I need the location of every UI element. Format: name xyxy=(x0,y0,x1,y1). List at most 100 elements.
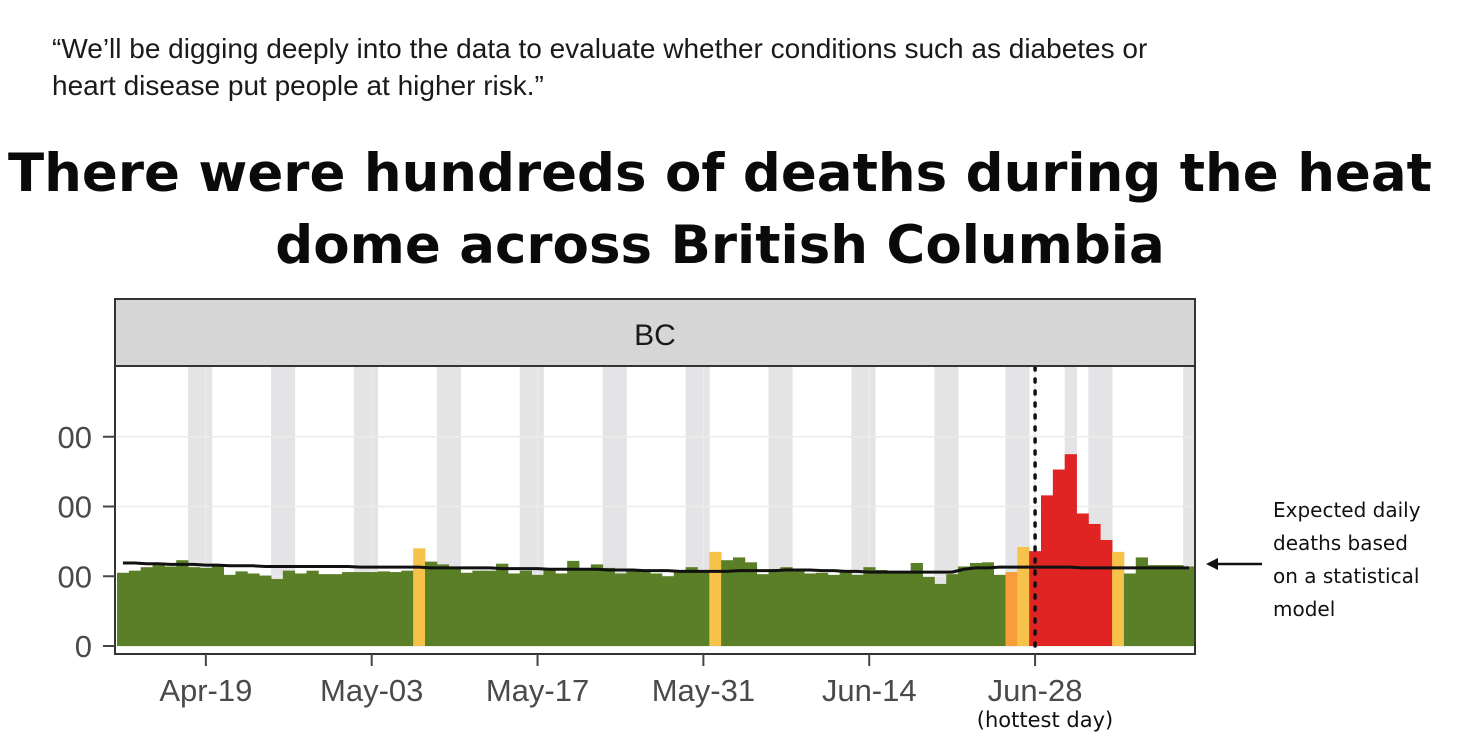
daily-death-bar xyxy=(460,572,473,646)
daily-death-bar xyxy=(839,569,852,646)
panel-border xyxy=(114,365,1196,655)
daily-death-bar xyxy=(377,571,390,646)
daily-death-bar xyxy=(519,570,533,646)
daily-death-bar xyxy=(827,574,841,646)
daily-death-bar xyxy=(626,569,639,646)
daily-death-bar xyxy=(815,572,829,646)
daily-death-bar xyxy=(993,574,1006,646)
daily-death-bar xyxy=(638,570,651,646)
annotation-arrow xyxy=(1206,558,1262,570)
chart-title-line-1: There were hundreds of deaths during the… xyxy=(8,143,1432,204)
daily-death-bar xyxy=(1123,573,1137,646)
daily-death-bar xyxy=(235,571,248,646)
daily-death-bar xyxy=(887,573,900,646)
expected-deaths-line xyxy=(122,561,1190,574)
daily-death-bar xyxy=(1052,469,1066,646)
daily-death-bar xyxy=(780,567,793,646)
daily-death-bar xyxy=(946,574,959,646)
daily-death-bar xyxy=(271,579,284,646)
x-tick-label: May-31 xyxy=(652,673,755,708)
daily-death-bar xyxy=(1159,565,1172,646)
daily-death-bar xyxy=(981,562,995,646)
daily-death-bar xyxy=(472,570,485,646)
daily-death-bar xyxy=(851,574,864,646)
daily-death-bar xyxy=(128,570,142,646)
daily-death-bar xyxy=(1147,565,1160,646)
daily-death-bar xyxy=(247,573,260,646)
daily-death-bar xyxy=(306,570,319,646)
annotation-line-2: deaths based xyxy=(1273,531,1408,555)
daily-death-bar xyxy=(211,566,225,646)
daily-death-bar xyxy=(579,569,592,646)
daily-death-bar xyxy=(697,570,710,646)
daily-death-bar xyxy=(223,574,236,646)
daily-death-bar xyxy=(496,563,509,646)
daily-death-bar xyxy=(140,567,153,646)
daily-death-bar xyxy=(436,564,450,646)
daily-death-bar xyxy=(389,572,402,646)
daily-death-bar xyxy=(531,574,544,646)
daily-death-bar xyxy=(934,583,947,646)
daily-death-bar xyxy=(756,574,769,646)
x-tick-label: May-17 xyxy=(486,673,589,708)
x-axis: Apr-19 May-03 May-17 May-31 Jun-14 Jun-28 xyxy=(159,654,1082,708)
daily-death-bar xyxy=(1064,454,1077,646)
daily-death-bar xyxy=(910,562,923,646)
daily-death-bar xyxy=(602,567,615,646)
quote-text: “We’ll be digging deeply into the data t… xyxy=(52,30,1352,104)
daily-death-bar xyxy=(199,567,213,646)
daily-death-bar xyxy=(721,560,734,646)
daily-death-bar xyxy=(448,568,461,646)
daily-death-bar xyxy=(673,569,687,646)
daily-death-bar xyxy=(685,567,698,646)
daily-death-bar xyxy=(401,570,414,646)
y-tick-label: 0 xyxy=(75,629,92,664)
daily-death-bar xyxy=(507,573,521,646)
daily-death-bar xyxy=(330,574,343,646)
daily-death-bar xyxy=(744,562,758,646)
quote-line-2: heart disease put people at higher risk.… xyxy=(52,70,544,101)
daily-death-bar xyxy=(282,570,296,646)
daily-death-bar xyxy=(875,569,888,646)
daily-death-bar xyxy=(555,573,568,646)
daily-death-bar xyxy=(863,567,876,646)
daily-death-bar xyxy=(425,561,438,646)
daily-death-bar xyxy=(188,567,201,646)
daily-death-bar xyxy=(1041,495,1054,646)
daily-death-bar xyxy=(804,573,817,646)
daily-death-bar xyxy=(318,574,331,646)
x-tick-label: May-03 xyxy=(320,673,423,708)
daily-death-bar xyxy=(413,548,426,646)
daily-death-bar xyxy=(1005,572,1018,646)
daily-death-bar xyxy=(543,569,556,646)
daily-death-bar xyxy=(365,572,379,646)
facet-strip xyxy=(114,298,1196,367)
daily-death-bar xyxy=(152,565,165,646)
x-tick-label: Jun-14 xyxy=(822,673,917,708)
daily-death-bar xyxy=(342,572,355,646)
annotation-line-1: Expected daily xyxy=(1273,498,1421,522)
daily-death-bar xyxy=(898,573,912,646)
daily-death-bar xyxy=(1183,566,1196,646)
y-tick-label: 00 xyxy=(58,559,92,594)
daily-death-bar xyxy=(353,572,367,646)
daily-death-bar xyxy=(259,575,272,646)
daily-death-bar xyxy=(1112,551,1125,646)
daily-death-bar xyxy=(176,560,189,646)
daily-death-bar xyxy=(733,557,746,646)
daily-death-bar xyxy=(969,562,983,646)
daily-death-bar xyxy=(709,551,722,646)
annotation-line-4: model xyxy=(1273,597,1336,621)
daily-death-bar xyxy=(614,573,627,646)
daily-death-bar xyxy=(768,569,781,646)
daily-death-bar xyxy=(1076,513,1089,646)
daily-death-bars xyxy=(117,454,1196,646)
x-tick-label: Jun-28 xyxy=(988,673,1083,708)
daily-death-bar xyxy=(1017,546,1030,646)
daily-death-bar xyxy=(294,573,307,646)
x-tick-label: Apr-19 xyxy=(159,673,252,708)
daily-death-bar xyxy=(1171,565,1184,646)
daily-death-bar xyxy=(1100,539,1113,646)
